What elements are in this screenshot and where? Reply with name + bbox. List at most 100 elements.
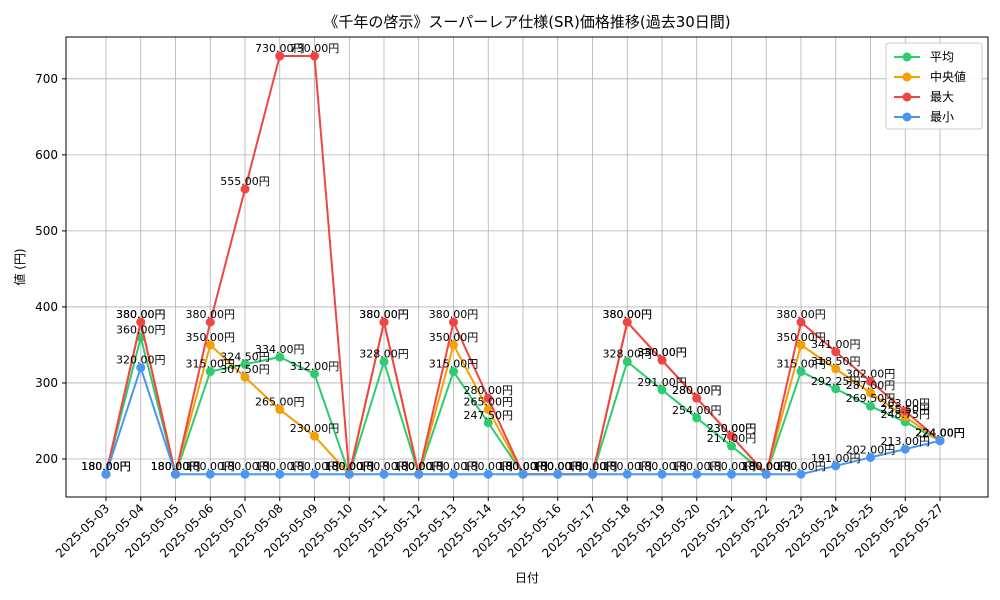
data-point [101,469,111,479]
data-label: 180.00円 [568,460,618,473]
data-label: 180.00円 [533,460,583,473]
data-label: 180.00円 [151,460,201,473]
data-point [831,461,841,471]
data-label: 280.00円 [672,384,722,397]
data-point [622,469,632,479]
data-label: 180.00円 [429,460,479,473]
data-point [240,469,250,479]
data-label: 180.00円 [394,460,444,473]
data-label: 254.00円 [672,404,722,417]
data-label: 180.00円 [742,460,792,473]
data-point [483,405,493,415]
data-label: 180.00円 [81,460,131,473]
data-point [796,317,806,327]
data-point [727,441,736,451]
data-point [310,51,319,61]
data-label: 324.50円 [220,350,270,363]
data-point [310,469,319,479]
data-point [553,469,563,479]
data-label: 330.00円 [637,346,687,359]
data-label: 350.00円 [186,331,236,344]
legend-marker [902,112,912,122]
data-label: 180.00円 [464,460,514,473]
data-point [831,384,841,394]
data-label: 180.00円 [325,460,375,473]
legend-marker [902,52,912,62]
legend-label: 最小 [930,110,954,124]
data-label: 380.00円 [603,308,653,321]
data-label: 224.00円 [915,427,965,440]
data-label: 180.00円 [742,460,792,473]
legend-box [885,42,983,130]
data-label: 180.00円 [533,460,583,473]
data-label: 380.00円 [603,308,653,321]
data-point [136,317,146,327]
data-point [518,469,528,479]
legend-marker [902,92,912,102]
chart-title: 《千年の啓示》スーパーレア仕様(SR)価格推移(過去30日間) [323,13,730,31]
data-label: 269.50円 [846,392,896,405]
x-axis-label: 日付 [515,571,539,585]
data-label: 180.00円 [637,460,687,473]
legend-label: 平均 [930,50,954,64]
data-label: 180.00円 [498,460,548,473]
data-label: 180.00円 [776,460,826,473]
data-point [900,444,910,454]
data-label: 280.00円 [672,384,722,397]
data-labels-layer: 180.00円360.00円180.00円315.00円324.50円334.0… [81,42,965,473]
y-tick-label: 300 [35,376,58,390]
data-point [240,359,250,369]
data-point [727,431,736,441]
data-point [449,367,458,377]
legend-label: 最大 [930,90,954,104]
y-tick-label: 200 [35,452,58,466]
data-label: 291.00円 [637,376,687,389]
data-point [692,413,702,423]
data-point [275,469,285,479]
data-point [727,469,736,479]
data-point [831,347,841,357]
data-label: 380.00円 [776,308,826,321]
data-point [379,357,389,367]
data-label: 247.50円 [464,409,514,422]
data-point [275,405,285,415]
data-label: 230.00円 [290,422,340,435]
data-label: 180.00円 [498,460,548,473]
data-label: 280.00円 [464,384,514,397]
legend-label: 中央値 [930,69,966,84]
data-point [449,469,458,479]
data-label: 180.00円 [81,460,131,473]
data-point [657,385,667,395]
data-point [483,469,493,479]
data-label: 230.00円 [707,422,757,435]
data-label: 224.00円 [915,427,965,440]
data-label: 180.00円 [151,460,201,473]
data-point [900,406,910,416]
series-layer [101,51,945,479]
data-label: 180.00円 [742,460,792,473]
data-point [866,452,875,462]
data-label: 224.00円 [915,427,965,440]
data-label: 328.00円 [603,348,653,361]
data-label: 180.00円 [325,460,375,473]
data-point [657,469,667,479]
y-tick-label: 600 [35,148,58,162]
data-label: 180.00円 [394,460,444,473]
data-point [761,469,771,479]
data-point [796,340,806,350]
data-label: 730.00円 [255,42,305,55]
data-point [866,388,875,398]
data-label: 180.00円 [498,460,548,473]
plot-area-frame [65,36,989,498]
data-point [449,317,458,327]
data-label: 180.00円 [568,460,618,473]
data-label: 318.50円 [811,355,861,368]
data-label: 180.00円 [394,460,444,473]
data-label: 555.00円 [220,175,270,188]
data-point [449,340,458,350]
data-label: 292.25円 [811,375,861,388]
data-label: 180.00円 [707,460,757,473]
data-point [866,401,875,411]
data-label: 202.00円 [846,443,896,456]
